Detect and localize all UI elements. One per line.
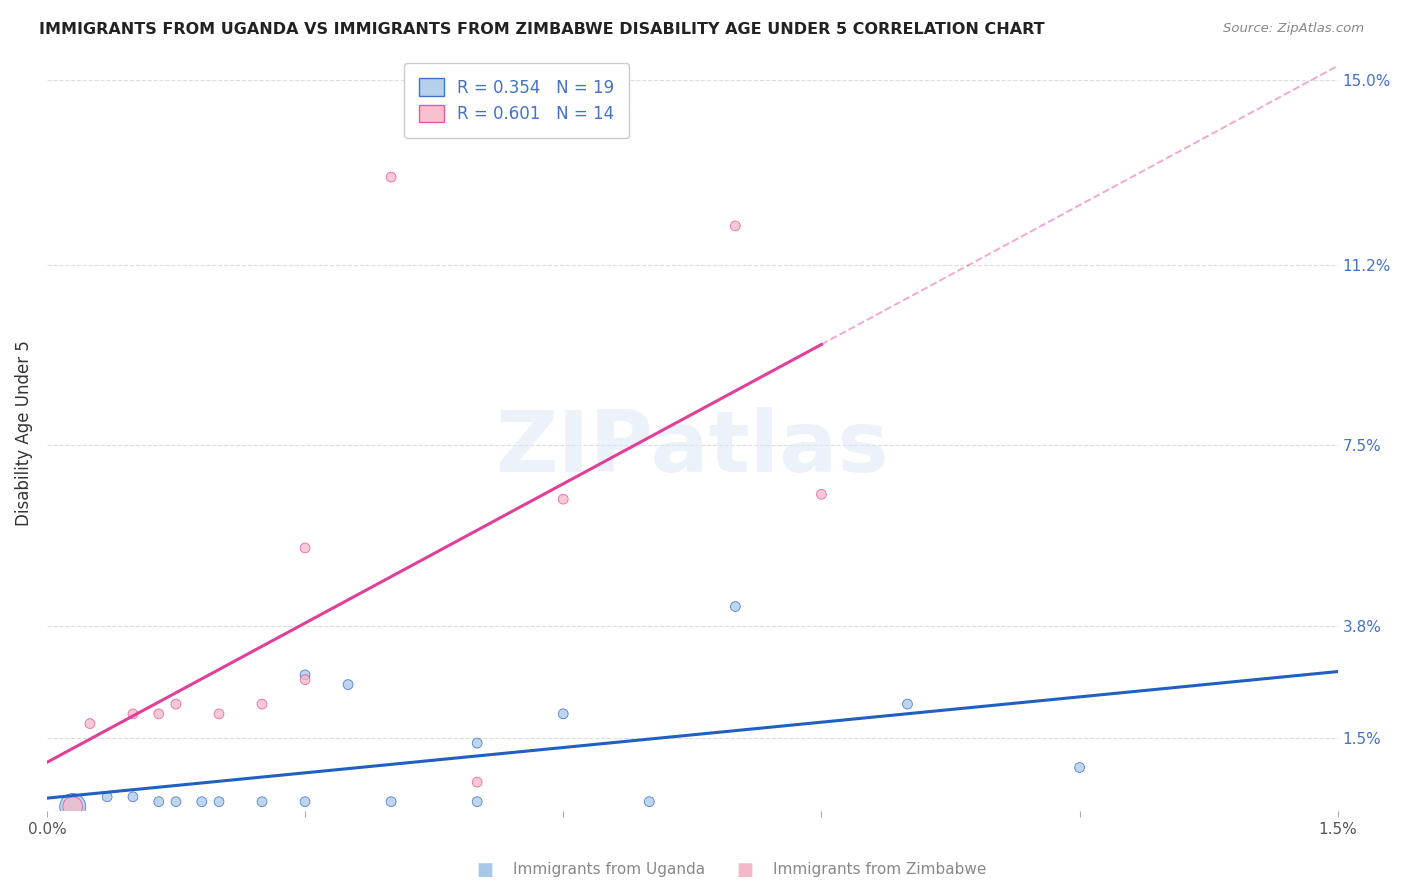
Point	[896, 697, 918, 711]
Point	[250, 697, 273, 711]
Text: ■: ■	[477, 861, 494, 879]
Point	[208, 795, 231, 809]
Point	[294, 673, 316, 687]
Point	[165, 697, 187, 711]
Text: Immigrants from Uganda: Immigrants from Uganda	[513, 863, 706, 877]
Y-axis label: Disability Age Under 5: Disability Age Under 5	[15, 341, 32, 526]
Point	[96, 789, 118, 804]
Text: IMMIGRANTS FROM UGANDA VS IMMIGRANTS FROM ZIMBABWE DISABILITY AGE UNDER 5 CORREL: IMMIGRANTS FROM UGANDA VS IMMIGRANTS FRO…	[39, 22, 1045, 37]
Point	[465, 736, 488, 750]
Point	[191, 795, 214, 809]
Text: ZIPatlas: ZIPatlas	[495, 407, 889, 490]
Point	[337, 677, 360, 691]
Point	[62, 799, 84, 814]
Point	[148, 795, 170, 809]
Point	[1069, 760, 1091, 774]
Point	[380, 170, 402, 185]
Point	[553, 706, 575, 721]
Point	[62, 799, 84, 814]
Point	[250, 795, 273, 809]
Point	[465, 775, 488, 789]
Text: ■: ■	[737, 861, 754, 879]
Text: Source: ZipAtlas.com: Source: ZipAtlas.com	[1223, 22, 1364, 36]
Point	[810, 487, 832, 501]
Point	[294, 795, 316, 809]
Point	[553, 492, 575, 507]
Point	[122, 706, 145, 721]
Legend: R = 0.354   N = 19, R = 0.601   N = 14: R = 0.354 N = 19, R = 0.601 N = 14	[404, 63, 630, 138]
Point	[148, 706, 170, 721]
Point	[724, 219, 747, 233]
Point	[380, 795, 402, 809]
Point	[294, 541, 316, 555]
Point	[638, 795, 661, 809]
Point	[294, 668, 316, 682]
Point	[465, 795, 488, 809]
Point	[165, 795, 187, 809]
Point	[79, 716, 101, 731]
Point	[724, 599, 747, 614]
Point	[122, 789, 145, 804]
Point	[208, 706, 231, 721]
Text: Immigrants from Zimbabwe: Immigrants from Zimbabwe	[773, 863, 987, 877]
